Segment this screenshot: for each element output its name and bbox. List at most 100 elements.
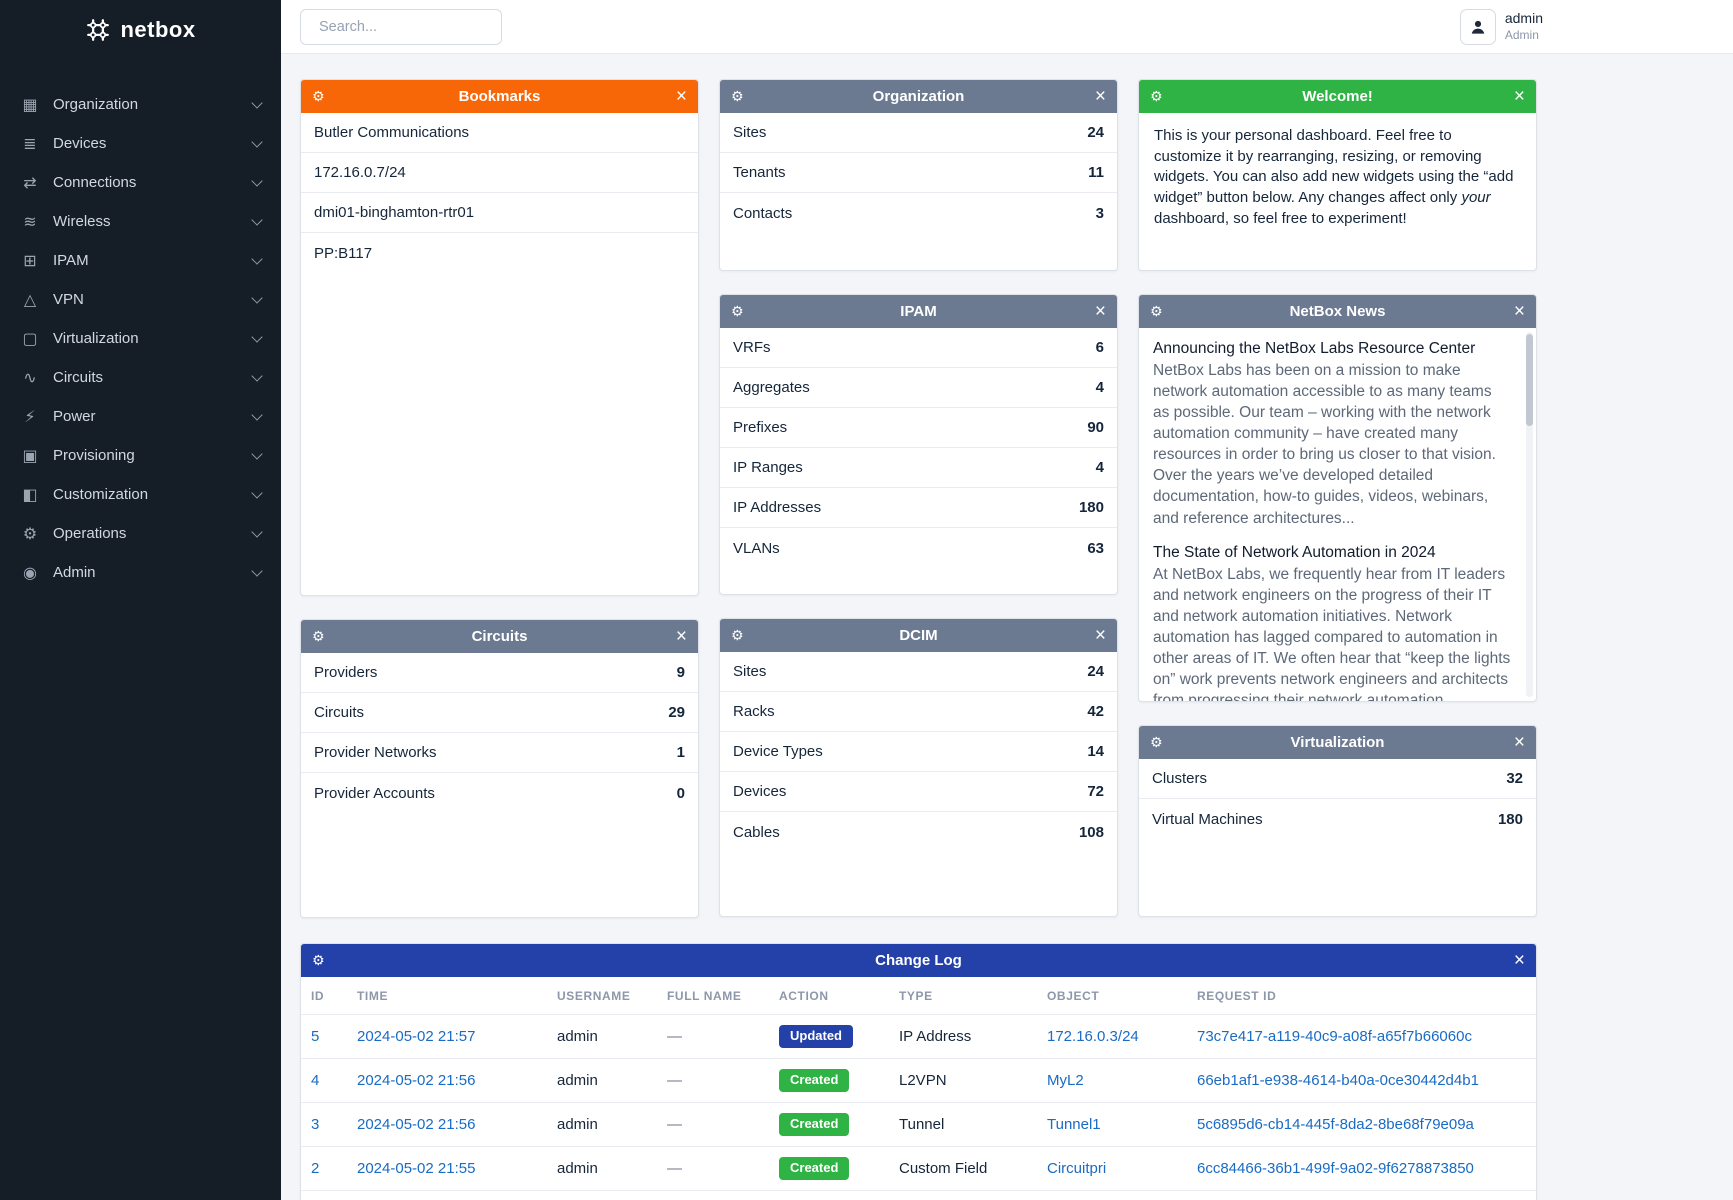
changelog-object-link[interactable]: 172.16.0.3/24 bbox=[1047, 1027, 1139, 1045]
widget-title: Welcome! bbox=[1302, 88, 1373, 105]
sidebar-item-customization[interactable]: ◧ Customization bbox=[0, 475, 281, 514]
chevron-down-icon bbox=[251, 252, 263, 265]
dashboard: ⚙ Bookmarks × Butler Communications 172.… bbox=[281, 54, 1733, 1200]
changelog-requestid-link[interactable]: 66eb1af1-e938-4614-b40a-0ce30442d4b1 bbox=[1197, 1071, 1479, 1089]
action-badge: Updated bbox=[779, 1025, 853, 1048]
sidebar-item-label: Connections bbox=[53, 174, 137, 191]
gear-icon[interactable]: ⚙ bbox=[312, 88, 325, 104]
bookmark-item[interactable]: PP:B117 bbox=[314, 244, 373, 262]
ipam-widget: ⚙ IPAM × VRFs 6 Aggregates 4 Prefixes 90 IP… bbox=[719, 294, 1118, 595]
changelog-time-link[interactable]: 2024-05-02 21:56 bbox=[357, 1071, 476, 1089]
col-header-object[interactable]: OBJECT bbox=[1047, 989, 1100, 1003]
col-header-fullname[interactable]: FULL NAME bbox=[667, 989, 742, 1003]
changelog-time-link[interactable]: 2024-05-02 21:55 bbox=[357, 1159, 476, 1177]
changelog-object-link[interactable]: MyL2 bbox=[1047, 1071, 1084, 1089]
sidebar-item-wireless[interactable]: ≋ Wireless bbox=[0, 202, 281, 241]
table-row: 4 2024-05-02 21:56 admin — Created L2VPN… bbox=[301, 1057, 1536, 1103]
sidebar-item-power[interactable]: ⚡ Power bbox=[0, 397, 281, 436]
changelog-object-link[interactable]: Tunnel1 bbox=[1047, 1115, 1101, 1133]
close-icon[interactable]: × bbox=[1513, 950, 1525, 971]
news-article-headline[interactable]: Announcing the NetBox Labs Resource Cent… bbox=[1153, 340, 1476, 357]
sidebar-item-provisioning[interactable]: ▣ Provisioning bbox=[0, 436, 281, 475]
stat-row: Cables 108 bbox=[733, 823, 1104, 841]
close-icon[interactable]: × bbox=[1094, 86, 1106, 107]
gear-icon[interactable]: ⚙ bbox=[1150, 88, 1163, 104]
changelog-fullname: — bbox=[657, 1057, 769, 1103]
table-row: 1 2024-05-02 21:54 admin — Updated Site … bbox=[301, 1189, 1536, 1200]
gear-icon[interactable]: ⚙ bbox=[731, 627, 744, 643]
sidebar-item-label: Power bbox=[53, 408, 96, 425]
stat-row: IP Addresses 180 bbox=[720, 488, 1117, 528]
sidebar-item-virtualization[interactable]: ▢ Virtualization bbox=[0, 319, 281, 358]
action-badge: Created bbox=[779, 1068, 850, 1092]
changelog-id-link[interactable]: 4 bbox=[311, 1071, 320, 1089]
widget-title: IPAM bbox=[900, 303, 937, 320]
gear-icon[interactable]: ⚙ bbox=[731, 88, 744, 104]
sidebar-nav: ▦ Organization ≣ Devices ⇄ Connections ≋… bbox=[0, 85, 281, 592]
changelog-time-link[interactable]: 2024-05-02 21:56 bbox=[357, 1115, 476, 1133]
sidebar-item-connections[interactable]: ⇄ Connections bbox=[0, 163, 281, 202]
stat-row: Circuits 29 bbox=[301, 693, 698, 733]
col-header-id[interactable]: ID bbox=[311, 989, 325, 1003]
gear-icon[interactable]: ⚙ bbox=[312, 952, 325, 968]
changelog-requestid-link[interactable]: 6cc84466-36b1-499f-9a02-9f6278873850 bbox=[1197, 1159, 1474, 1177]
chevron-down-icon bbox=[251, 408, 263, 421]
changelog-id-link[interactable]: 5 bbox=[311, 1027, 320, 1045]
close-icon[interactable]: × bbox=[1513, 86, 1525, 107]
stat-row: Prefixes 90 bbox=[720, 408, 1117, 448]
close-icon[interactable]: × bbox=[1094, 301, 1106, 322]
col-header-time[interactable]: TIME bbox=[357, 989, 389, 1003]
news-scrollbar[interactable] bbox=[1526, 332, 1533, 697]
gear-icon[interactable]: ⚙ bbox=[731, 303, 744, 319]
col-header-type[interactable]: TYPE bbox=[899, 989, 933, 1003]
sidebar-item-label: Operations bbox=[53, 525, 127, 542]
changelog-requestid-link[interactable]: 5c6895d6-cb14-445f-8da2-8be68f79e09a bbox=[1197, 1115, 1474, 1133]
admin-icon: ◉ bbox=[23, 564, 37, 582]
virtualization-icon: ▢ bbox=[22, 330, 38, 348]
stat-row: Virtual Machines 180 bbox=[1152, 810, 1523, 828]
changelog-requestid-link[interactable]: 73c7e417-a119-40c9-a08f-a65f7b66060c bbox=[1197, 1027, 1472, 1045]
sidebar-item-label: Circuits bbox=[53, 369, 104, 386]
devices-icon: ≣ bbox=[23, 135, 37, 153]
changelog-id-link[interactable]: 3 bbox=[311, 1115, 320, 1133]
sidebar-item-ipam[interactable]: ⊞ IPAM bbox=[0, 241, 281, 280]
changelog-username: admin bbox=[547, 1145, 657, 1191]
sidebar-item-label: Customization bbox=[53, 486, 149, 503]
changelog-id-link[interactable]: 2 bbox=[311, 1159, 320, 1177]
bookmark-item[interactable]: 172.16.0.7/24 bbox=[301, 153, 698, 193]
dcim-widget-header: ⚙ DCIM × bbox=[720, 619, 1117, 652]
changelog-widget-header: ⚙ Change Log × bbox=[301, 944, 1536, 977]
user-menu[interactable]: admin Admin bbox=[1459, 8, 1543, 45]
col-header-action[interactable]: ACTION bbox=[779, 989, 829, 1003]
gear-icon[interactable]: ⚙ bbox=[1150, 303, 1163, 319]
news-article-headline[interactable]: The State of Network Automation in 2024 bbox=[1153, 543, 1436, 561]
sidebar-item-operations[interactable]: ⚙ Operations bbox=[0, 514, 281, 553]
gear-icon[interactable]: ⚙ bbox=[1150, 734, 1163, 750]
sidebar-item-vpn[interactable]: △ VPN bbox=[0, 280, 281, 319]
sidebar-item-devices[interactable]: ≣ Devices bbox=[0, 124, 281, 163]
close-icon[interactable]: × bbox=[1513, 732, 1525, 753]
bookmark-item[interactable]: Butler Communications bbox=[301, 113, 698, 153]
close-icon[interactable]: × bbox=[675, 626, 687, 647]
changelog-object-link[interactable]: Circuitpri bbox=[1047, 1159, 1107, 1177]
organization-widget-header: ⚙ Organization × bbox=[720, 80, 1117, 113]
col-header-requestid[interactable]: REQUEST ID bbox=[1197, 989, 1277, 1003]
close-icon[interactable]: × bbox=[1094, 625, 1106, 646]
close-icon[interactable]: × bbox=[675, 86, 687, 107]
sidebar-item-label: Wireless bbox=[53, 213, 111, 230]
gear-icon[interactable]: ⚙ bbox=[312, 628, 325, 644]
col-header-username[interactable]: USERNAME bbox=[557, 989, 631, 1003]
sidebar-item-admin[interactable]: ◉ Admin bbox=[0, 553, 281, 592]
sidebar-item-organization[interactable]: ▦ Organization bbox=[0, 85, 281, 124]
avatar[interactable] bbox=[1459, 8, 1496, 45]
news-scrollbar-thumb[interactable] bbox=[1526, 334, 1533, 426]
netbox-logo[interactable]: netbox bbox=[0, 0, 281, 85]
search-input[interactable] bbox=[319, 18, 506, 35]
bookmark-item[interactable]: dmi01-binghamton-rtr01 bbox=[301, 193, 698, 233]
close-icon[interactable]: × bbox=[1513, 301, 1525, 322]
customization-icon: ◧ bbox=[22, 486, 38, 504]
stat-row: Sites 24 bbox=[720, 652, 1117, 692]
changelog-username: admin bbox=[547, 1101, 657, 1147]
changelog-time-link[interactable]: 2024-05-02 21:57 bbox=[357, 1027, 476, 1045]
sidebar-item-circuits[interactable]: ∿ Circuits bbox=[0, 358, 281, 397]
